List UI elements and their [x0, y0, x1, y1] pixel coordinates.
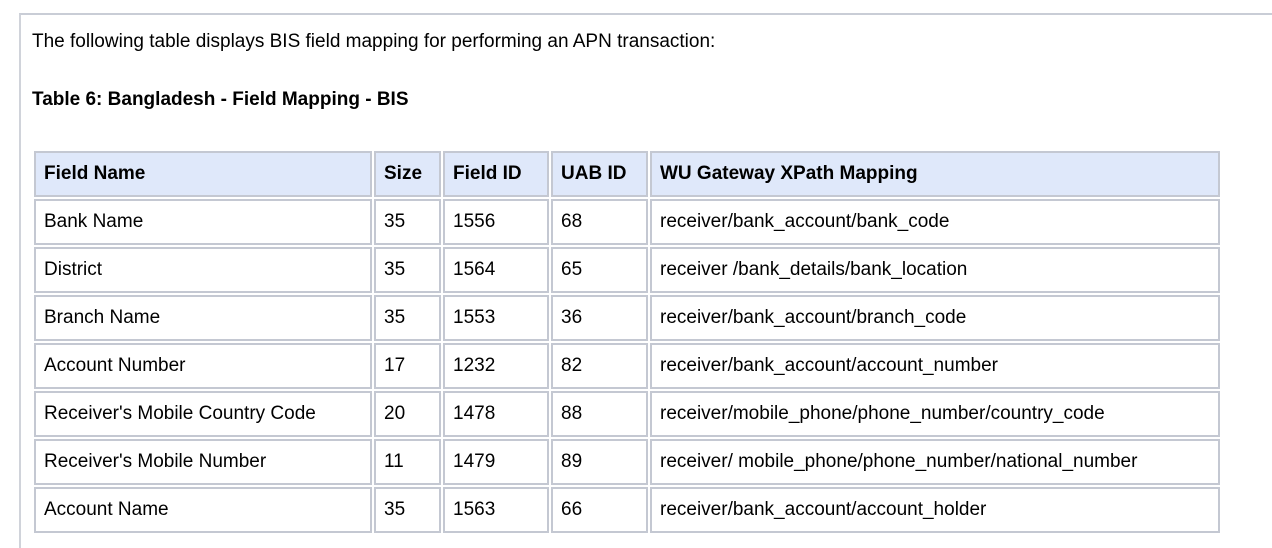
field-mapping-table: Field Name Size Field ID UAB ID WU Gateway X… [32, 149, 1222, 535]
table-cell: Account Name [34, 487, 372, 533]
table-cell: receiver /bank_details/bank_location [650, 247, 1220, 293]
table-caption: Table 6: Bangladesh - Field Mapping - BI… [32, 89, 409, 110]
table-cell: 1556 [443, 199, 549, 245]
table-row: Account Number 17 1232 82 receiver/bank_acco… [34, 343, 1220, 389]
table-row: Account Name 35 1563 66 receiver/bank_accoun… [34, 487, 1220, 533]
document-page: The following table displays BIS field m… [19, 13, 1272, 548]
column-header: UAB ID [551, 151, 648, 197]
table-cell: 88 [551, 391, 648, 437]
table-cell: receiver/bank_account/account_number [650, 343, 1220, 389]
table-cell: 17 [374, 343, 441, 389]
table-cell: 35 [374, 487, 441, 533]
table-body: Bank Name 35 1556 68 receiver/bank_account/b… [34, 199, 1220, 533]
table-cell: 11 [374, 439, 441, 485]
column-header: Field ID [443, 151, 549, 197]
table-cell: Receiver's Mobile Number [34, 439, 372, 485]
table-cell: Receiver's Mobile Country Code [34, 391, 372, 437]
table-cell: 66 [551, 487, 648, 533]
table-cell: 20 [374, 391, 441, 437]
table-cell: 1563 [443, 487, 549, 533]
column-header: Field Name [34, 151, 372, 197]
table-cell: Account Number [34, 343, 372, 389]
table-cell: 1232 [443, 343, 549, 389]
column-header: WU Gateway XPath Mapping [650, 151, 1220, 197]
table-cell: 36 [551, 295, 648, 341]
table-cell: 1553 [443, 295, 549, 341]
column-header: Size [374, 151, 441, 197]
table-cell: receiver/mobile_phone/phone_number/count… [650, 391, 1220, 437]
table-cell: Branch Name [34, 295, 372, 341]
table-cell: receiver/ mobile_phone/phone_number/nati… [650, 439, 1220, 485]
table-row: Branch Name 35 1553 36 receiver/bank_account… [34, 295, 1220, 341]
table-header-row: Field Name Size Field ID UAB ID WU Gateway X… [34, 151, 1220, 197]
table-cell: Bank Name [34, 199, 372, 245]
table-cell: 1479 [443, 439, 549, 485]
table-cell: receiver/bank_account/branch_code [650, 295, 1220, 341]
table-cell: District [34, 247, 372, 293]
table-cell: 65 [551, 247, 648, 293]
table-cell: 89 [551, 439, 648, 485]
table-cell: receiver/bank_account/bank_code [650, 199, 1220, 245]
table-cell: 35 [374, 295, 441, 341]
table-cell: receiver/bank_account/account_holder [650, 487, 1220, 533]
table-row: Receiver's Mobile Number 11 1479 89 receiver… [34, 439, 1220, 485]
intro-paragraph: The following table displays BIS field m… [32, 31, 716, 52]
table-row: Bank Name 35 1556 68 receiver/bank_account/b… [34, 199, 1220, 245]
table-cell: 68 [551, 199, 648, 245]
table-cell: 35 [374, 199, 441, 245]
table-row: District 35 1564 65 receiver /bank_details/b… [34, 247, 1220, 293]
table-cell: 1478 [443, 391, 549, 437]
table-row: Receiver's Mobile Country Code 20 1478 88 re… [34, 391, 1220, 437]
table-cell: 82 [551, 343, 648, 389]
table-cell: 35 [374, 247, 441, 293]
table-cell: 1564 [443, 247, 549, 293]
